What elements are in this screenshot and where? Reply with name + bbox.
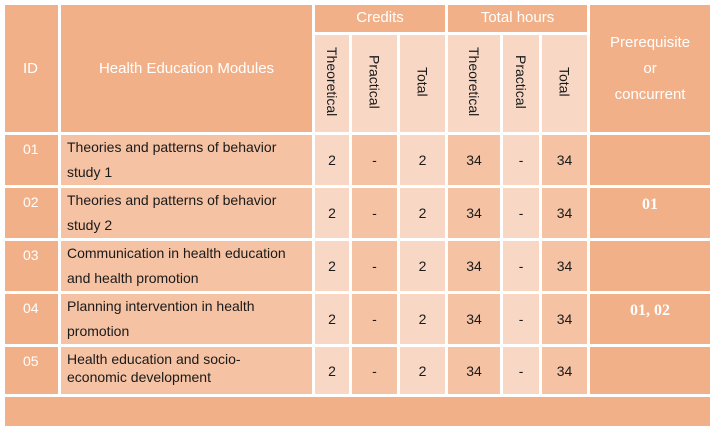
hours-total: 34 <box>539 132 591 188</box>
header-prerequisite-line: concurrent <box>614 85 686 103</box>
credits-theoretical: 2 <box>312 291 352 347</box>
table-row: 01 Theories and patterns of behavior stud… <box>2 132 713 188</box>
module-name: Health education and socio-economic deve… <box>58 344 315 397</box>
module-name-line: study 2 <box>67 217 113 233</box>
hours-practical: - <box>500 238 543 294</box>
table-row: 03 Communication in health education and … <box>2 238 713 294</box>
module-name-line: and health promotion <box>67 270 199 286</box>
header-total-hours: Total hours <box>445 2 591 35</box>
prerequisite-cell <box>587 132 713 188</box>
row-id: 03 <box>2 238 61 294</box>
module-name-line: promotion <box>67 323 130 339</box>
module-name-line: Communication in health education <box>67 245 286 261</box>
table-row: 04 Planning intervention in health promot… <box>2 291 713 347</box>
credits-theoretical: 2 <box>312 344 352 397</box>
header-modules: Health Education Modules <box>58 2 315 135</box>
row-id: 04 <box>2 291 61 347</box>
subheader-text: Total <box>556 67 573 97</box>
header-credits: Credits <box>311 2 449 35</box>
module-name-line: Theories and patterns of behavior <box>67 139 277 155</box>
subheader-hours-total: Total <box>539 32 591 135</box>
hours-total: 34 <box>539 238 591 294</box>
header-prerequisite: Prerequisite or concurrent <box>587 2 713 135</box>
subheader-hours-theoretical: Theoretical <box>445 32 504 135</box>
module-name-line: Planning intervention in health <box>67 298 255 314</box>
module-name: Communication in health education and hea… <box>58 238 315 294</box>
credits-total: 2 <box>396 238 449 294</box>
credits-practical: - <box>349 238 400 294</box>
table-row: 02 Theories and patterns of behavior stud… <box>2 185 713 241</box>
module-name-line: Health education and socio- <box>67 351 241 367</box>
module-name-line: study 1 <box>67 164 113 180</box>
credits-theoretical: 2 <box>312 185 352 241</box>
hours-total: 34 <box>539 291 591 347</box>
table-footer-band <box>1 394 713 429</box>
hours-theoretical: 34 <box>445 132 504 188</box>
module-name-line: Theories and patterns of behavior <box>67 192 277 208</box>
credits-total: 2 <box>396 291 449 347</box>
credits-total: 2 <box>396 132 449 188</box>
prerequisite-cell: 01, 02 <box>587 291 713 347</box>
module-name: Theories and patterns of behavior study 2 <box>58 185 315 241</box>
credits-practical: - <box>349 291 400 347</box>
credits-practical: - <box>349 344 400 397</box>
subheader-credits-theoretical: Theoretical <box>312 32 352 135</box>
row-id: 01 <box>2 132 61 188</box>
hours-practical: - <box>500 132 543 188</box>
row-id: 05 <box>2 344 61 397</box>
credits-practical: - <box>349 185 400 241</box>
subheader-text: Practical <box>513 55 530 109</box>
row-id: 02 <box>2 185 61 241</box>
prerequisite-cell <box>587 344 713 397</box>
hours-theoretical: 34 <box>445 238 504 294</box>
credits-total: 2 <box>396 185 449 241</box>
module-name-line: economic development <box>67 369 211 385</box>
header-prerequisite-line: Prerequisite <box>610 33 691 51</box>
module-name: Theories and patterns of behavior study 1 <box>58 132 315 188</box>
hours-practical: - <box>500 185 543 241</box>
subheader-hours-practical: Practical <box>500 32 543 135</box>
hours-total: 34 <box>539 344 591 397</box>
hours-practical: - <box>500 344 543 397</box>
header-id: ID <box>2 2 61 135</box>
hours-practical: - <box>500 291 543 347</box>
subheader-text: Practical <box>366 55 383 109</box>
subheader-credits-practical: Practical <box>349 32 400 135</box>
subheader-text: Theoretical <box>466 47 483 117</box>
credits-theoretical: 2 <box>312 238 352 294</box>
prerequisite-cell: 01 <box>587 185 713 241</box>
credits-total: 2 <box>396 344 449 397</box>
subheader-credits-total: Total <box>396 32 449 135</box>
header-prerequisite-line: or <box>643 59 657 77</box>
credits-theoretical: 2 <box>312 132 352 188</box>
hours-theoretical: 34 <box>445 344 504 397</box>
module-name: Planning intervention in health promotion <box>58 291 315 347</box>
hours-theoretical: 34 <box>445 185 504 241</box>
subheader-text: Theoretical <box>324 47 340 117</box>
hours-theoretical: 34 <box>445 291 504 347</box>
prerequisite-cell <box>587 238 713 294</box>
hours-total: 34 <box>539 185 591 241</box>
subheader-text: Total <box>414 67 431 97</box>
credits-practical: - <box>349 132 400 188</box>
table-row: 05 Health education and socio-economic d… <box>2 344 713 397</box>
